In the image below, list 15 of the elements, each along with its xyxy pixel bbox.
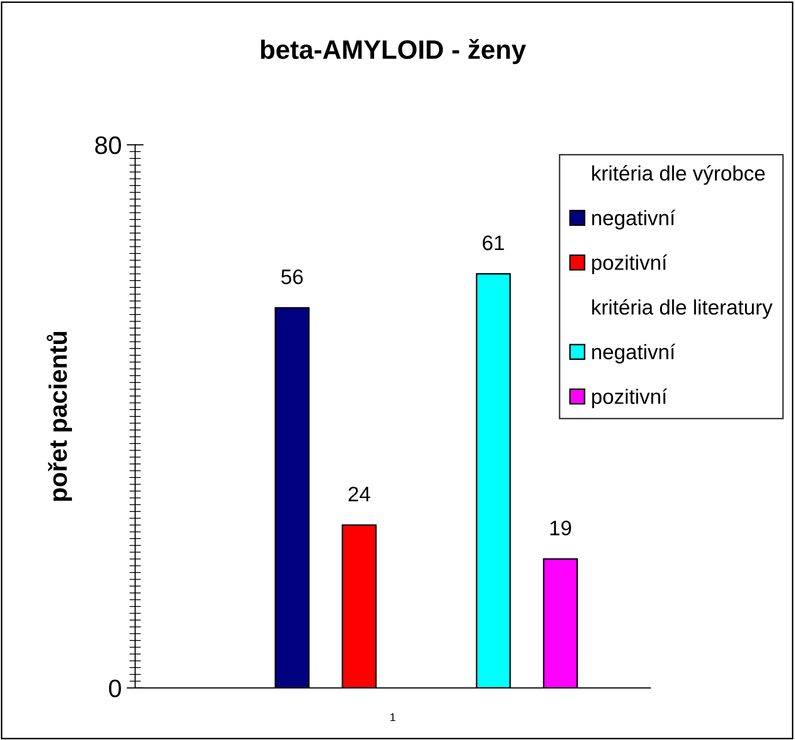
legend-label: negativní [592,344,676,364]
text: kritéria dle literatury [592,299,773,319]
data-label: 24 [348,486,370,502]
legend-label: pozitivní [592,388,668,408]
x-tick-label: 1 [390,713,396,722]
legend-label: pozitivní [592,254,668,274]
y-tick-label: 0 [109,680,121,698]
y-axis-title: pořet pacientů [46,332,72,501]
legend-label: negativní [592,210,676,230]
text: kritéria dle výrobce [592,165,765,185]
data-label: 61 [482,236,504,250]
chart-title: beta-AMYLOID - ženy [261,39,526,64]
data-label: 56 [281,269,303,284]
y-tick-label: 80 [95,136,121,154]
data-label: 19 [550,520,572,536]
